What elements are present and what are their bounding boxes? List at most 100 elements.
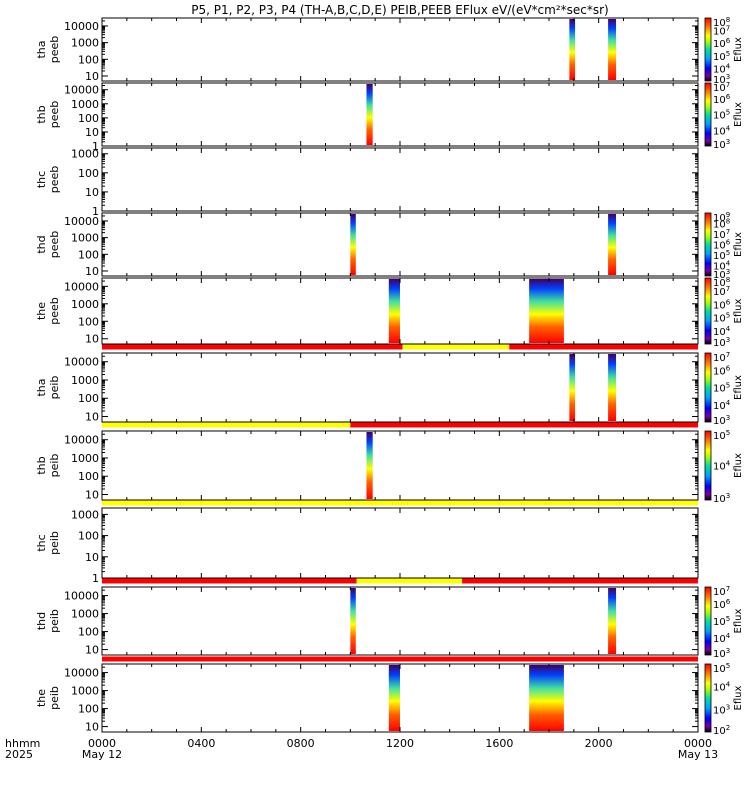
y-tick-label: 10 — [85, 644, 99, 657]
colorbar-tick-label: 106 — [713, 364, 731, 377]
y-tick-label: 10 — [85, 333, 99, 346]
y-tick-label: 10 — [85, 721, 99, 734]
y-tick-label: 1000 — [71, 232, 99, 245]
colorbar-label: Eflux — [733, 37, 744, 62]
data-burst — [608, 588, 617, 654]
y-axis-label-probe: the — [35, 302, 48, 320]
panel-frame — [101, 430, 699, 501]
y-axis-label-probe: thd — [35, 235, 48, 253]
colorbar-tick-label: 105 — [713, 249, 730, 262]
data-burst — [569, 19, 576, 80]
x-tick-sublabel: May 12 — [82, 748, 122, 761]
y-axis-label-probe: thd — [35, 612, 48, 630]
colorbar-tick-label: 104 — [713, 460, 731, 473]
panel-thd-peeb: 10 100 1000 10000 thd peeb 1031041051061071081… — [35, 211, 744, 281]
data-burst — [608, 354, 617, 421]
colorbar-label: Eflux — [733, 453, 744, 478]
status-bar-segment — [102, 422, 351, 428]
y-tick-label: 10000 — [64, 20, 99, 33]
status-bar-segment — [102, 578, 357, 584]
data-burst — [529, 279, 564, 343]
status-bar-segment — [102, 344, 403, 350]
y-tick-label: 100 — [78, 392, 99, 405]
status-bar-segment — [102, 500, 698, 506]
colorbar-tick-label: 104 — [713, 681, 731, 694]
data-burst — [388, 665, 400, 731]
data-burst — [350, 588, 356, 654]
colorbar-tick-label: 104 — [713, 260, 731, 273]
data-burst — [608, 19, 617, 80]
data-burst — [388, 279, 400, 343]
y-tick-label: 1000 — [71, 452, 99, 465]
colorbar-tick-label: 103 — [713, 138, 730, 151]
y-tick-label: 10000 — [64, 84, 99, 97]
colorbar-label: Eflux — [733, 375, 744, 400]
y-axis-label-instrument: peib — [48, 454, 61, 478]
colorbar — [704, 352, 712, 423]
y-axis-label-probe: thc — [35, 534, 48, 551]
x-axis-label-year: 2025 — [5, 748, 33, 761]
y-axis-label-instrument: peib — [48, 531, 61, 555]
x-axis-label-hhmm: hhmm — [5, 737, 40, 750]
y-tick-label: 10000 — [64, 590, 99, 603]
y-tick-label: 1 — [92, 572, 99, 585]
y-axis-label-instrument: peeb — [48, 166, 61, 194]
status-bar-segment — [102, 656, 698, 662]
status-bar-segment — [462, 578, 698, 584]
data-burst — [569, 354, 576, 421]
colorbar-label: Eflux — [733, 608, 744, 633]
colorbar-tick-label: 106 — [713, 598, 731, 611]
colorbar-tick-label: 104 — [713, 62, 731, 75]
colorbar-tick-label: 107 — [713, 228, 730, 241]
y-tick-label: 1000 — [71, 148, 99, 161]
y-tick-label: 10000 — [64, 356, 99, 369]
panel-thc-peib: 1 10 100 1000 thc peib — [35, 507, 699, 585]
y-tick-label: 10 — [85, 126, 99, 139]
y-tick-label: 10000 — [64, 434, 99, 447]
data-burst — [608, 214, 617, 275]
colorbar-tick-label: 105 — [713, 312, 730, 325]
y-tick-label: 1000 — [71, 374, 99, 387]
panel-the-peeb: 10 100 1000 10000 the peeb 103104105106107108E… — [35, 276, 744, 350]
colorbar-tick-label: 106 — [713, 93, 731, 106]
y-tick-label: 10 — [85, 489, 99, 502]
y-tick-label: 1000 — [71, 608, 99, 621]
y-tick-label: 10 — [85, 70, 99, 83]
colorbar-tick-label: 105 — [713, 615, 730, 628]
panel-frame — [101, 507, 699, 579]
y-tick-label: 100 — [78, 530, 99, 543]
colorbar-tick-label: 104 — [713, 325, 731, 338]
colorbar — [704, 17, 712, 82]
x-tick-label: 1600 — [485, 737, 513, 750]
y-tick-label: 1 — [92, 205, 99, 218]
colorbar-tick-label: 105 — [713, 109, 730, 122]
colorbar-tick-label: 103 — [713, 336, 730, 349]
y-axis-label-instrument: peib — [48, 376, 61, 400]
x-tick-label: 0800 — [287, 737, 315, 750]
x-tick-sublabel: May 13 — [678, 748, 718, 761]
colorbar-tick-label: 107 — [713, 81, 730, 94]
colorbar-tick-label: 103 — [713, 647, 730, 660]
colorbar-tick-label: 106 — [713, 37, 731, 50]
colorbar-tick-label: 107 — [713, 285, 730, 298]
colorbar-tick-label: 108 — [713, 276, 730, 289]
y-axis-label-probe: tha — [35, 40, 48, 58]
y-axis-label-probe: thb — [35, 456, 48, 474]
y-tick-label: 10000 — [64, 215, 99, 228]
data-burst — [366, 432, 373, 499]
y-axis-label-instrument: peeb — [48, 231, 61, 259]
y-tick-label: 100 — [78, 53, 99, 66]
y-axis-label-instrument: peeb — [48, 297, 61, 325]
y-tick-label: 1 — [92, 140, 99, 153]
colorbar — [704, 82, 712, 147]
colorbar-label: Eflux — [733, 298, 744, 323]
y-tick-label: 10000 — [64, 280, 99, 293]
x-tick-label: 0400 — [187, 737, 215, 750]
colorbar-tick-label: 103 — [713, 703, 730, 716]
y-axis-label-instrument: peeb — [48, 101, 61, 129]
colorbar — [704, 586, 712, 656]
